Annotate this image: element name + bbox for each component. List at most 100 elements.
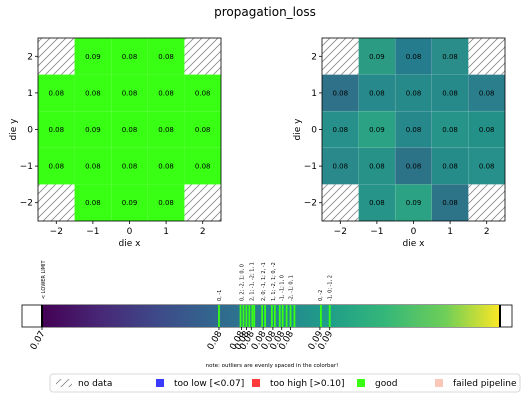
cell-value-label: 0.08 [158,53,174,61]
cell-value-label: 0.08 [122,53,138,61]
colorbar-min-label: 0.07 [29,330,48,352]
cell-value-label: 0.08 [195,126,211,134]
heatmap-cell [74,147,112,185]
colorbar-die-annotation: 0, 2; -2, 1; 0, 0 [240,264,246,301]
cell-value-label: 0.08 [333,89,349,97]
outlier-marker [245,305,248,327]
cell-value-label: 0.08 [442,126,458,134]
cell-value-label: 0.09 [122,199,138,207]
x-tick-label: 0 [127,227,133,237]
cell-value-label: 0.08 [406,53,422,61]
colorbar-die-annotation: -1, 0; -1, 2 [328,275,334,301]
x-tick-label: 2 [484,227,490,237]
cell-value-label: 0.08 [49,126,65,134]
heatmap-cell [147,74,185,112]
x-tick-label: −2 [50,227,63,237]
cell-value-label: 0.08 [85,163,101,171]
x-tick-label: 1 [447,227,453,237]
outlier-marker [278,305,281,327]
outlier-marker [281,305,284,327]
cell-value-label: 0.08 [369,89,385,97]
no-data-cell [38,38,75,75]
cell-value-label: 0.08 [406,163,422,171]
colorbar-die-annotation: 1, 1; -2, 1; 0, -2 [271,262,277,301]
cell-value-label: 0.09 [85,126,101,134]
cell-value-label: 0.08 [479,89,495,97]
heatmap-cell [431,37,469,75]
x-axis-label: die x [119,239,142,249]
heatmap-cell [111,111,148,148]
y-tick-label: 1 [311,89,317,99]
x-axis-label: die x [403,239,426,249]
outlier-marker [293,305,296,327]
colorbar-die-annotation: -1, -1; 1, 0 [280,275,286,301]
cell-value-label: 0.08 [479,126,495,134]
heatmap-cell [111,38,148,75]
cell-value-label: 0.08 [122,163,138,171]
heatmap-cell [358,110,396,149]
cell-value-label: 0.08 [49,89,65,97]
legend-label: too high [>0.10] [270,379,345,389]
heatmap-cell [394,74,433,112]
y-axis-label: die y [293,118,303,141]
cell-value-label: 0.08 [122,89,138,97]
legend-label: no data [78,379,112,389]
cell-value-label: 0.08 [49,163,65,171]
heatmap-cell [321,74,359,112]
legend-swatch-too-high [252,379,260,387]
no-data-cell [468,184,505,221]
colorbar-note: note: outliers are evenly spaced in the … [206,363,339,369]
x-tick-label: −1 [86,227,99,237]
legend-label: too low [<0.07] [174,379,244,389]
y-tick-label: −2 [304,199,317,209]
heatmap-cell [147,38,185,75]
heatmap-cell [38,111,75,148]
heatmap-cell [431,110,469,149]
x-tick-label: 0 [411,227,417,237]
cell-value-label: 0.08 [442,163,458,171]
colorbar-die-annotation: -2, -1; 0, 1 [289,275,295,301]
legend-frame [49,373,521,393]
no-data-cell [184,184,221,221]
cell-value-label: 0.08 [158,163,174,171]
outlier-marker [273,305,276,327]
cell-value-label: 0.08 [333,126,349,134]
heatmap-cell [358,74,396,112]
cell-value-label: 0.08 [195,89,211,97]
cell-value-label: 0.09 [85,53,101,61]
heatmap-cell [394,110,433,149]
heatmap-cell [431,184,469,222]
heatmap-cell [358,184,396,222]
x-tick-label: 1 [163,227,169,237]
heatmap-cell [468,110,506,149]
lower-limit-label: < LOWER LIMIT [41,259,47,299]
heatmap-cell [394,37,433,75]
heatmap-cell [74,74,112,112]
colorbar-die-annotation: 2, 1; -1, -2; 1, 1 [249,262,255,301]
value-heatmap: 0.09 0.08 0.08 0.08 0.08 0.08 0.08 0.08 0.08 0.09… [293,37,506,249]
y-tick-label: 0 [311,126,317,136]
heatmap-cell [468,74,506,112]
cell-value-label: 0.08 [158,199,174,207]
heatmap-cell [74,184,112,221]
cell-value-label: 0.08 [158,89,174,97]
legend-label: failed pipeline [453,379,517,389]
no-data-cell [184,38,221,75]
legend-swatch-failed [435,379,443,387]
y-tick-label: −1 [20,162,33,172]
colorbar-tick-label: 0.08 [206,329,225,352]
cell-value-label: 0.08 [442,89,458,97]
colorbar-die-annotation: 0, -2 [318,290,324,301]
x-tick-label: −2 [334,227,347,237]
cell-value-label: 0.08 [195,163,211,171]
heatmap-cell [147,111,185,148]
outlier-marker [251,305,254,327]
legend-swatch-too-low [156,379,164,387]
y-tick-label: 0 [27,126,33,136]
no-data-cell [322,184,359,221]
cell-value-label: 0.08 [479,163,495,171]
no-data-cell [468,38,505,75]
outlier-marker [264,305,266,327]
colorbar-die-annotation: 0, -1 [217,290,223,301]
